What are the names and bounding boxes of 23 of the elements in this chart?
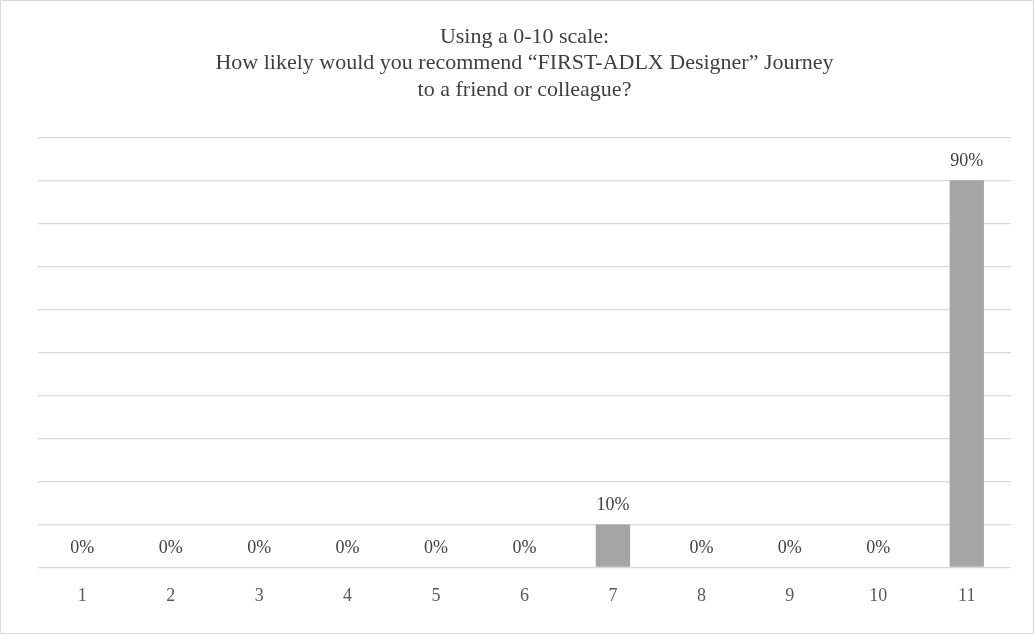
data-label: 0% [689, 537, 714, 558]
data-label: 90% [950, 149, 984, 170]
x-tick-label: 6 [520, 584, 529, 605]
x-tick-label: 2 [166, 584, 176, 605]
data-label: 0% [247, 537, 272, 558]
data-label: 0% [158, 537, 183, 558]
x-tick-label: 9 [785, 584, 795, 605]
data-label: 0% [424, 537, 449, 558]
data-label: 0% [335, 537, 360, 558]
x-tick-label: 1 [77, 584, 87, 605]
data-label: 10% [596, 494, 630, 515]
chart-title: Using a 0-10 scale: How likely would you recommend “FIRST-ADLX Designer” Journey to a friend or colleague? [215, 22, 834, 101]
x-tick-label: 3 [254, 584, 264, 605]
x-tick-label: 4 [343, 584, 353, 605]
data-label: 0% [866, 537, 891, 558]
x-tick-label: 5 [431, 584, 441, 605]
data-label: 0% [777, 537, 802, 558]
x-tick-label: 10 [869, 584, 888, 605]
x-tick-label: 11 [958, 584, 976, 605]
data-label: 0% [70, 537, 95, 558]
x-tick-label: 7 [608, 584, 618, 605]
x-tick-label: 8 [696, 584, 706, 605]
data-label: 0% [512, 537, 537, 558]
